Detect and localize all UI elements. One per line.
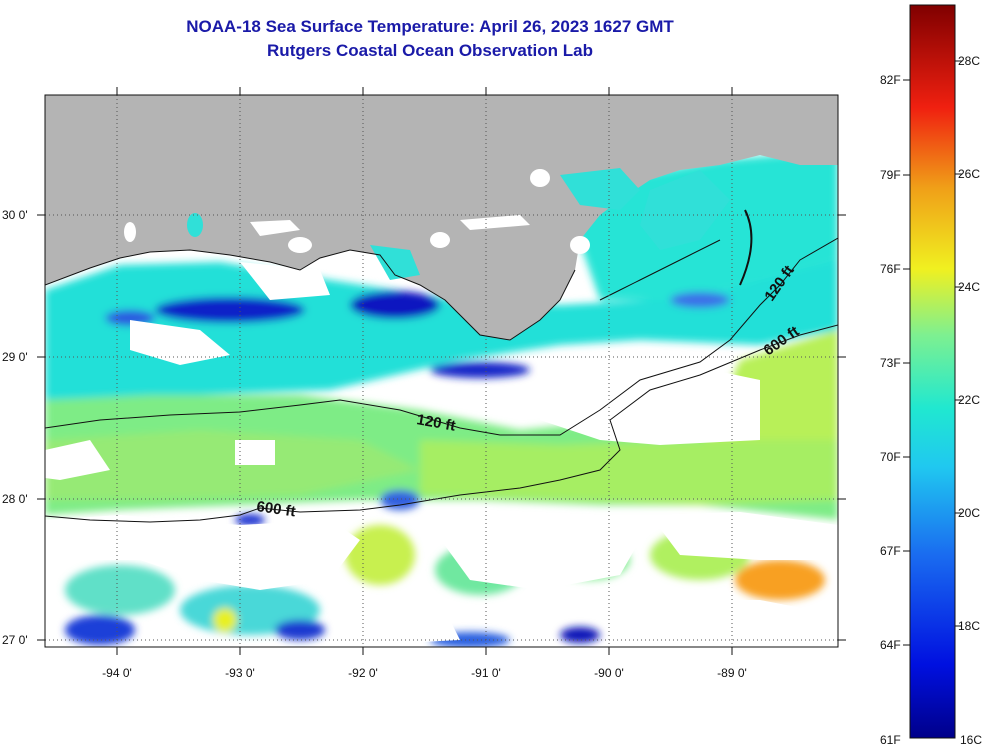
contour-120ft <box>45 237 838 436</box>
colorbar-f-label: 61F <box>880 733 901 747</box>
contour-600ft <box>45 324 838 523</box>
lon-label: -92 0' <box>348 666 378 680</box>
lat-label: 27 0' <box>2 633 28 647</box>
lat-label: 29 0' <box>2 350 28 364</box>
lat-label: 28 0' <box>2 492 28 506</box>
lon-label: -89 0' <box>717 666 747 680</box>
colorbar-f-label: 70F <box>880 450 901 464</box>
colorbar-c-label: 16C <box>960 733 983 747</box>
map-title: NOAA-18 Sea Surface Temperature: April 2… <box>186 17 674 36</box>
colorbar-f-label: 76F <box>880 262 901 276</box>
colorbar-f-label: 73F <box>880 356 901 370</box>
lon-label: -91 0' <box>471 666 501 680</box>
colorbar-c-label: 26C <box>958 167 981 181</box>
colorbar-c-label: 28C <box>958 54 981 68</box>
colorbar-c-label: 22C <box>958 393 981 407</box>
lon-label: -94 0' <box>102 666 132 680</box>
sst-field: 120 ft 600 ft 120 ft 600 ft <box>45 95 838 647</box>
colorbar <box>909 4 956 739</box>
lon-label: -90 0' <box>594 666 624 680</box>
lon-label: -93 0' <box>225 666 255 680</box>
colorbar-c-label: 20C <box>958 506 981 520</box>
colorbar-c-label: 24C <box>958 280 981 294</box>
colorbar-c-label: 18C <box>958 619 981 633</box>
map-frame <box>44 94 839 648</box>
colorbar-f-label: 79F <box>880 168 901 182</box>
contour-label-120ft-south: 120 ft <box>415 411 457 435</box>
colorbar-f-label: 64F <box>880 638 901 652</box>
contour-label-600ft-south: 600 ft <box>255 498 296 520</box>
map-subtitle: Rutgers Coastal Ocean Observation Lab <box>267 41 593 60</box>
colorbar-f-label: 67F <box>880 544 901 558</box>
lat-label: 30 0' <box>2 208 28 222</box>
colorbar-f-label: 82F <box>880 73 901 87</box>
land-mass <box>45 95 838 340</box>
